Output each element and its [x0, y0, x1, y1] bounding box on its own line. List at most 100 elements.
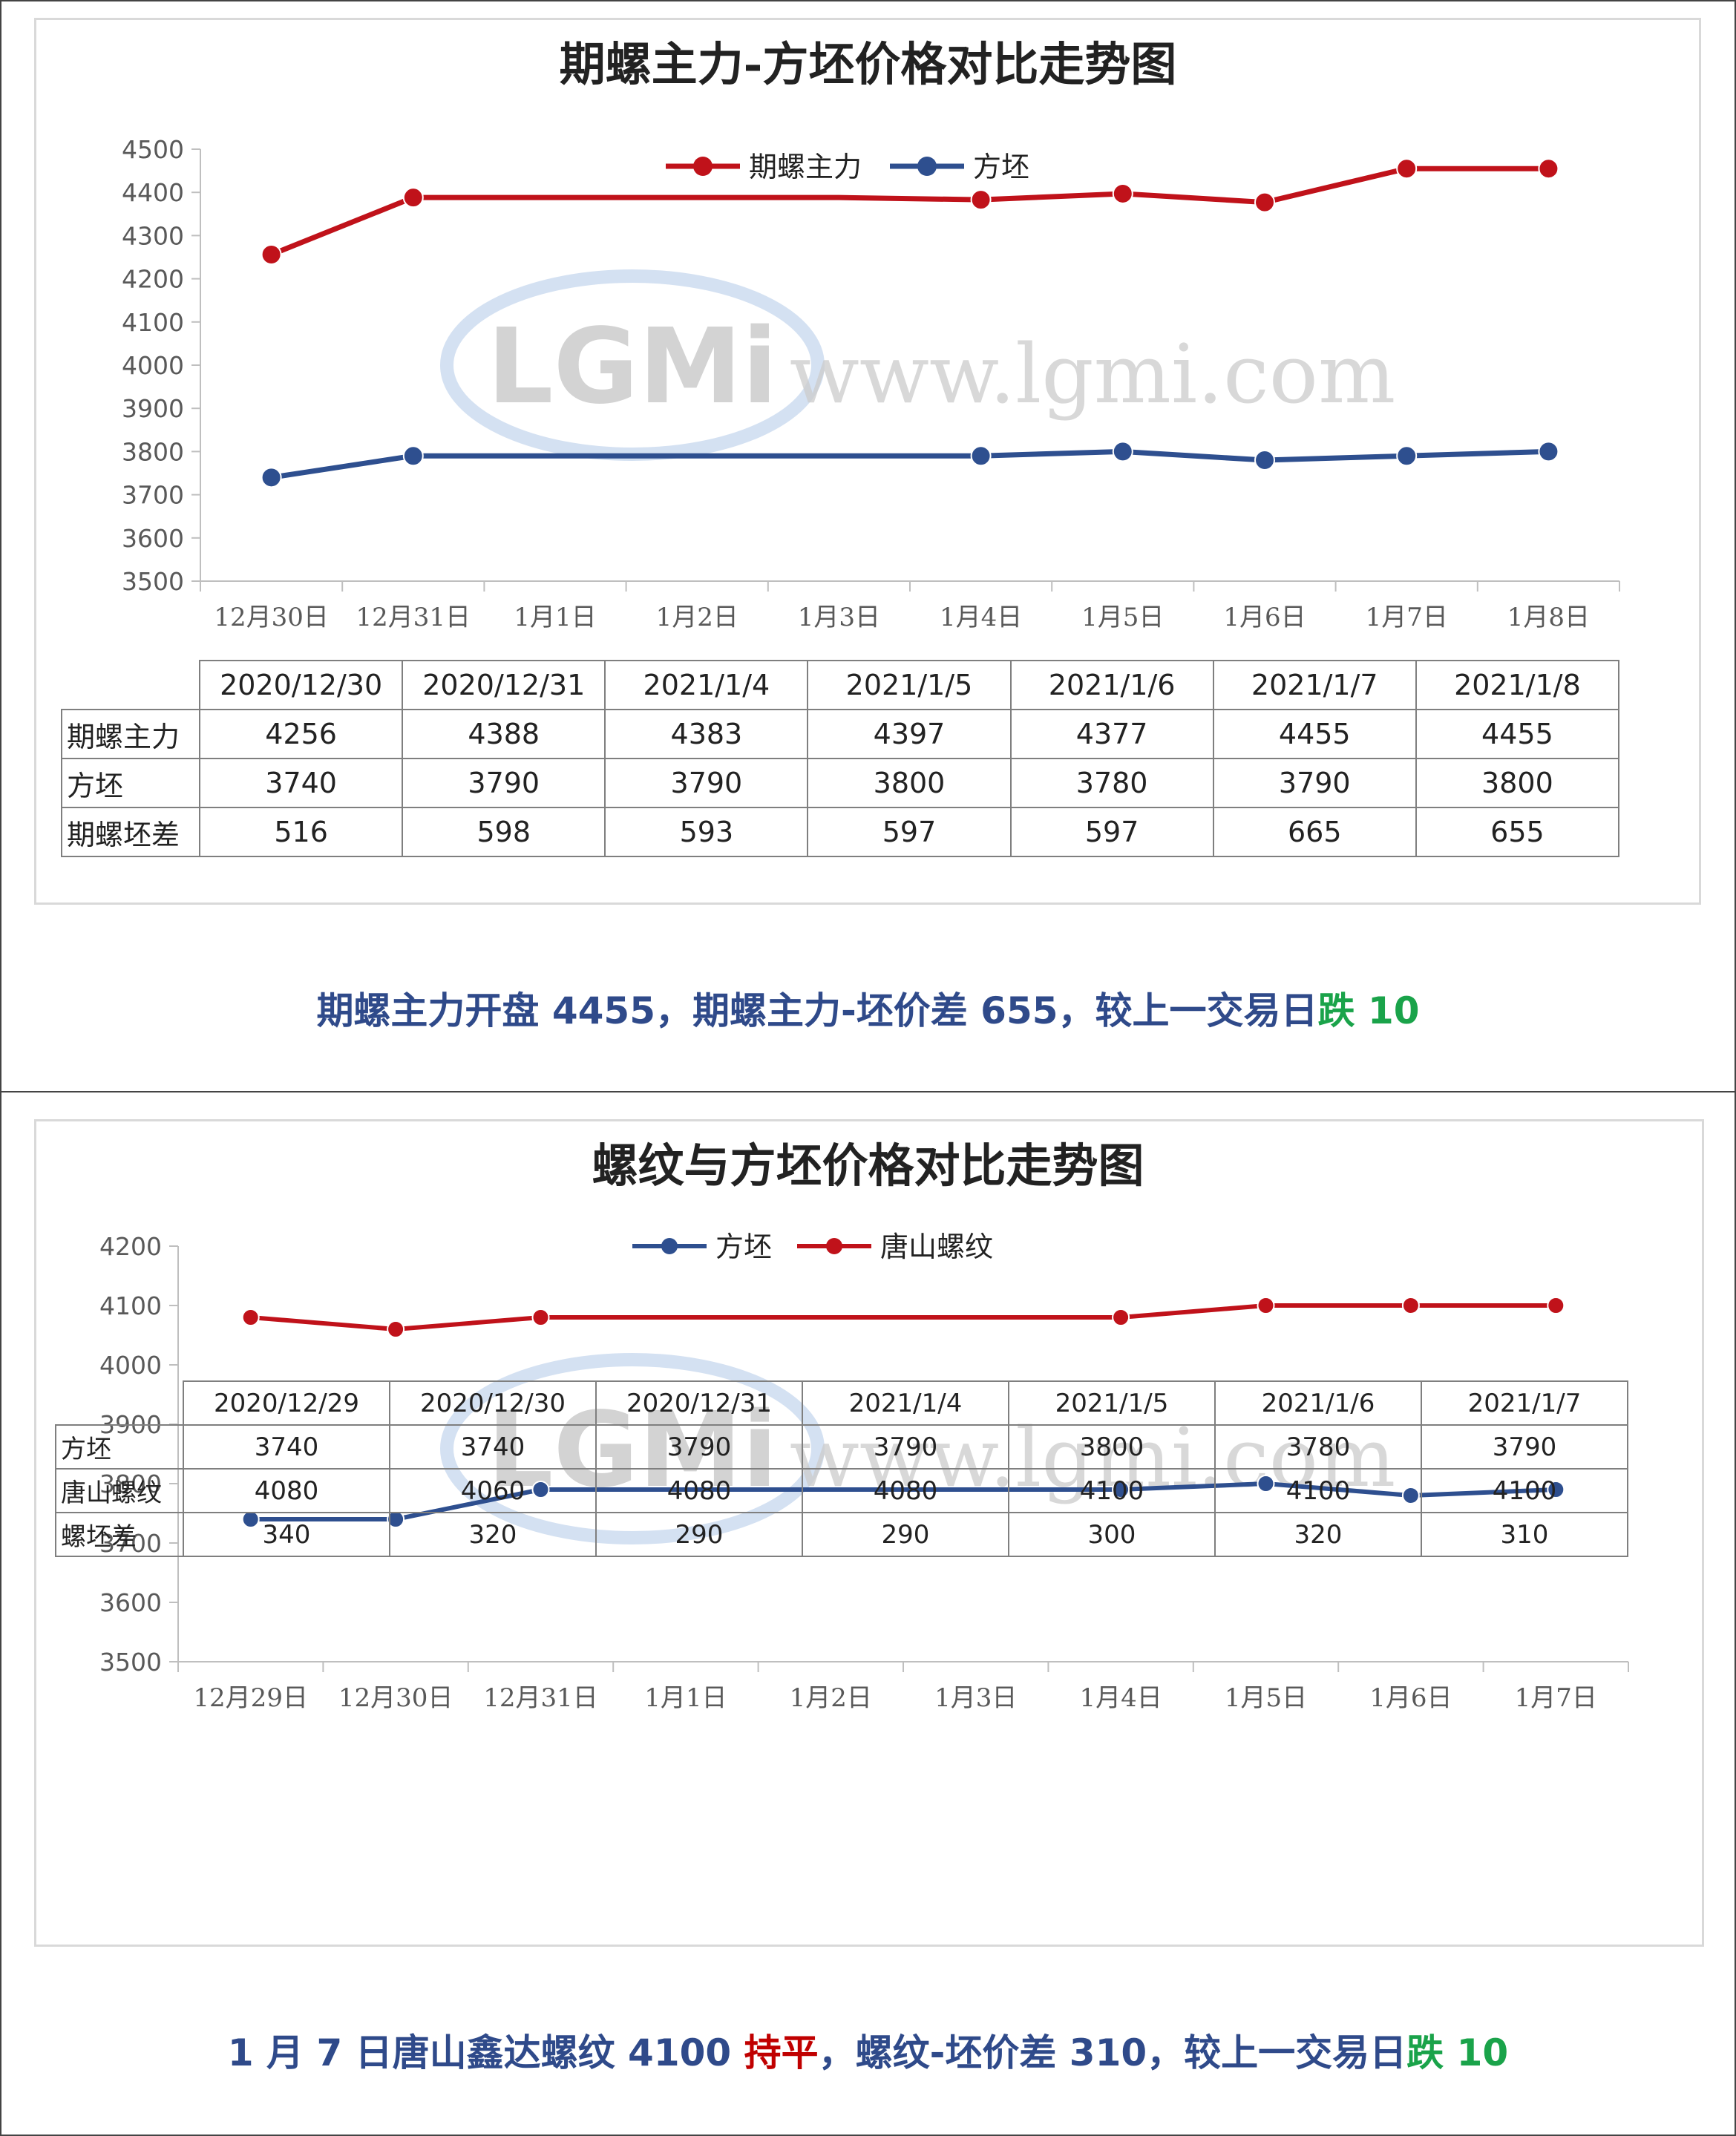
table2-cell: 4100 — [1421, 1468, 1628, 1513]
y-tick-label: 3700 — [122, 481, 184, 510]
data-point — [1396, 445, 1418, 467]
data-point — [1112, 1308, 1130, 1326]
chart-title-2: 螺纹与方坯价格对比走势图 — [592, 1139, 1144, 1193]
watermark-logo: LGMi — [487, 307, 777, 427]
line-chart-1: LGMi www.lgmi.com 3500 3600 3700 3800 3900 4000… — [122, 135, 1620, 632]
table2-cell: 4080 — [802, 1468, 1009, 1513]
legend-label-1: 期螺主力 — [749, 151, 862, 183]
y-tick-label: 4000 — [99, 1351, 162, 1380]
x-tick-label: 12月31日 — [356, 603, 471, 632]
table2-row: 方坯 3740 3740 3790 3790 3800 3780 3790 — [55, 1424, 1628, 1470]
data-point — [531, 1308, 550, 1326]
table1-header-cell: 2021/1/6 — [1009, 660, 1214, 710]
data-point — [1254, 191, 1275, 213]
table1-cell: 4455 — [1415, 709, 1620, 759]
table1-cell: 3790 — [1212, 758, 1417, 808]
table1-row-label: 方坯 — [60, 758, 201, 808]
table2-cell: 320 — [1214, 1512, 1422, 1557]
table2-cell: 3740 — [183, 1424, 390, 1470]
table1-row: 方坯 3740 3790 3790 3800 3780 3790 3800 — [60, 758, 1620, 808]
table1-row: 期螺坯差 516 598 593 597 597 665 655 — [60, 807, 1620, 857]
table1-cell: 4397 — [807, 709, 1012, 759]
data-point — [970, 445, 992, 467]
table1-header-row: 2020/12/30 2020/12/31 2021/1/4 2021/1/5 2021… — [62, 660, 1620, 710]
table2-row: 唐山螺纹 4080 4060 4080 4080 4100 4100 4100 — [55, 1468, 1628, 1513]
x-tick-label: 1月7日 — [1515, 1683, 1597, 1713]
table2-cell: 4060 — [389, 1468, 597, 1513]
table1-row-label: 期螺坯差 — [60, 807, 201, 857]
table1-cell: 3780 — [1009, 758, 1214, 808]
x-tick-label: 1月7日 — [1366, 603, 1448, 632]
summary-2-status: 持平 — [744, 2031, 819, 2074]
table2-header-cell: 2021/1/7 — [1421, 1380, 1628, 1426]
data-point — [970, 189, 992, 211]
y-tick-label: 4400 — [122, 178, 184, 207]
table1-cell: 665 — [1212, 807, 1417, 857]
y-tick-label: 4100 — [99, 1291, 162, 1320]
x-tick-label: 12月31日 — [483, 1683, 598, 1713]
y-tick-label: 4200 — [99, 1232, 162, 1261]
table2-header-cell: 2020/12/29 — [183, 1380, 390, 1426]
legend-label-2: 方坯 — [973, 151, 1029, 183]
table2-cell: 290 — [802, 1512, 1009, 1557]
x-tick-label: 1月4日 — [1079, 1683, 1162, 1713]
series-line-1 — [269, 166, 1551, 258]
table1-cell: 3790 — [402, 758, 606, 808]
legend-marker-2 — [917, 157, 937, 176]
table2-cell: 3790 — [595, 1424, 803, 1470]
x-tick-label: 1月2日 — [790, 1683, 872, 1713]
table2-header-cell: 2020/12/31 — [595, 1380, 803, 1426]
data-point — [1401, 1297, 1420, 1314]
table1-cell: 593 — [604, 807, 809, 857]
table2-cell: 340 — [183, 1512, 390, 1557]
table2-header-cell: 2021/1/6 — [1214, 1380, 1422, 1426]
table1-cell: 655 — [1415, 807, 1620, 857]
table1-cell: 3800 — [807, 758, 1012, 808]
table1-corner — [62, 661, 200, 710]
table1-row: 期螺主力 4256 4388 4383 4397 4377 4455 4455 — [60, 709, 1620, 759]
x-tick-label: 1月2日 — [656, 603, 738, 632]
chart-panel-1: 期螺主力-方坯价格对比走势图 LGMi www.lgmi.com 3500 3600 3… — [0, 0, 1736, 1092]
data-point — [1538, 441, 1559, 462]
y-tick-label: 3500 — [122, 567, 184, 596]
data-point — [1254, 450, 1275, 471]
table2-cell: 320 — [389, 1512, 597, 1557]
data-point — [261, 467, 282, 488]
table2-cell: 4100 — [1008, 1468, 1216, 1513]
table1-row-label: 期螺主力 — [60, 709, 201, 759]
summary-1-change: 跌 10 — [1317, 989, 1420, 1032]
y-tick-label: 4500 — [122, 135, 184, 164]
data-table-1: 2020/12/30 2020/12/31 2021/1/4 2021/1/5 2021… — [60, 660, 1620, 857]
table2-cell: 3790 — [1421, 1424, 1628, 1470]
table1-cell: 3790 — [604, 758, 809, 808]
table1-header-cell: 2021/1/5 — [807, 660, 1012, 710]
y-tick-label: 4300 — [122, 221, 184, 250]
x-tick-label: 1月3日 — [934, 1683, 1017, 1713]
table1-header-cell: 2021/1/7 — [1212, 660, 1417, 710]
table2-header-cell: 2021/1/5 — [1008, 1380, 1216, 1426]
table1-cell: 597 — [807, 807, 1012, 857]
table2-cell: 4100 — [1214, 1468, 1422, 1513]
x-tick-label: 12月30日 — [214, 603, 329, 632]
x-tick-label: 1月1日 — [644, 1683, 727, 1713]
table1-header-cell: 2021/1/8 — [1415, 660, 1620, 710]
data-point — [1538, 158, 1559, 180]
table2-cell: 4080 — [183, 1468, 390, 1513]
table2-cell: 3740 — [389, 1424, 597, 1470]
table2-header-cell: 2020/12/30 — [389, 1380, 597, 1426]
summary-2-text-b: ，螺纹-坯价差 310，较上一交易日 — [818, 2031, 1407, 2074]
table2-row-label: 螺坯差 — [55, 1512, 184, 1557]
chart-title-1: 期螺主力-方坯价格对比走势图 — [559, 37, 1177, 91]
y-tick-label: 3600 — [122, 524, 184, 553]
table2-header-cell: 2021/1/4 — [802, 1380, 1009, 1426]
summary-2-text-a: 1 月 7 日唐山鑫达螺纹 4100 — [227, 2031, 744, 2074]
chart-panel-2: 螺纹与方坯价格对比走势图 LGMi www.lgmi.com 3500 3600 370… — [0, 1091, 1736, 2136]
data-table-2: 2020/12/29 2020/12/30 2020/12/31 2021/1/4 20… — [55, 1380, 1628, 1557]
table1-cell: 516 — [199, 807, 404, 857]
table1-header-cell: 2021/1/4 — [604, 660, 809, 710]
data-point — [1547, 1297, 1565, 1314]
table2-row: 螺坯差 340 320 290 290 300 320 310 — [55, 1512, 1628, 1557]
table2-row-label: 方坯 — [55, 1424, 184, 1470]
series-line-2 — [248, 1303, 1559, 1331]
table1-header-cell: 2020/12/30 — [199, 660, 404, 710]
